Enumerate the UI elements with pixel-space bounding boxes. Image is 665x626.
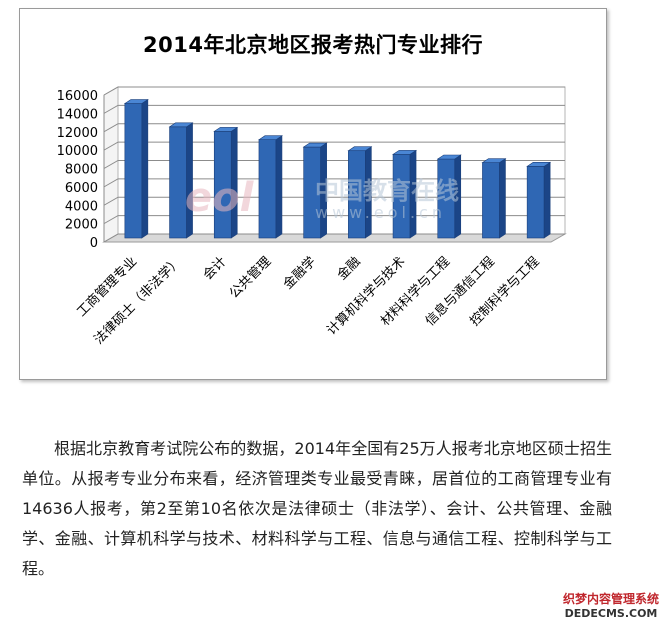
y-tick-label: 16000 [57,89,98,104]
article-paragraph: 根据北京教育考试院公布的数据，2014年全国有25万人报考北京地区硕士招生单位。… [22,439,612,578]
bar-side [499,158,506,239]
x-category-label: 会计 [201,254,230,283]
bar [348,150,366,239]
bar-side [186,122,193,239]
y-tick-label: 6000 [65,181,98,196]
x-category-label: 计算机科学与技术 [324,254,409,339]
gridline [103,104,565,114]
bar-top [392,150,418,155]
y-tick-label: 12000 [57,126,98,141]
bar-top [302,142,328,148]
bar [526,166,545,239]
y-tick-label: 0 [90,236,98,251]
bar-side [141,98,149,239]
bar-side [365,146,372,239]
bar [124,103,143,239]
bar-side [275,135,283,239]
y-tick-label: 14000 [57,107,98,122]
bar [392,154,411,239]
gridline [103,123,565,133]
bar-top [257,135,283,140]
bar [482,162,500,239]
y-tick-label: 2000 [65,218,98,233]
y-tick-label: 8000 [65,163,98,178]
gridline [103,86,565,96]
bar-top [481,158,507,163]
gridline [103,141,565,151]
bar [213,131,232,239]
y-tick-label: 10000 [57,144,98,159]
chart-frame: 2014年北京地区报考热门专业排行 0 2000 4000 6000 8000 10000… [19,8,607,380]
bar-side [543,161,551,239]
bar-side [409,149,417,239]
site-watermark-en: DEDECMS.COM [564,607,658,620]
bar-top [213,127,239,132]
chart-title: 2014年北京地区报考热门专业排行 [143,33,483,57]
bar [303,146,321,239]
bar-side [320,142,327,239]
bar-top [526,162,552,167]
x-category-label: 金融 [334,254,364,284]
bar [437,158,456,239]
bar [258,139,277,239]
x-category-label: 公共管理 [227,254,274,301]
x-category-label: 金融学 [280,254,319,293]
site-watermark-cn: 织梦内容管理系统 [562,592,659,606]
x-category-label: 法律硕士（非法学） [91,254,185,348]
bar-chart: 0200040006000800010000120001400016000工商管… [57,86,567,348]
bar-top [123,99,149,104]
y-tick-label: 4000 [65,199,98,214]
bar-side [230,126,238,239]
bar-top [347,146,373,152]
bar-top [168,122,194,128]
site-watermark: 织梦内容管理系统 DEDECMS.COM [563,590,659,620]
bar-top [436,154,462,160]
bar [169,126,187,239]
bar-side [454,154,462,239]
